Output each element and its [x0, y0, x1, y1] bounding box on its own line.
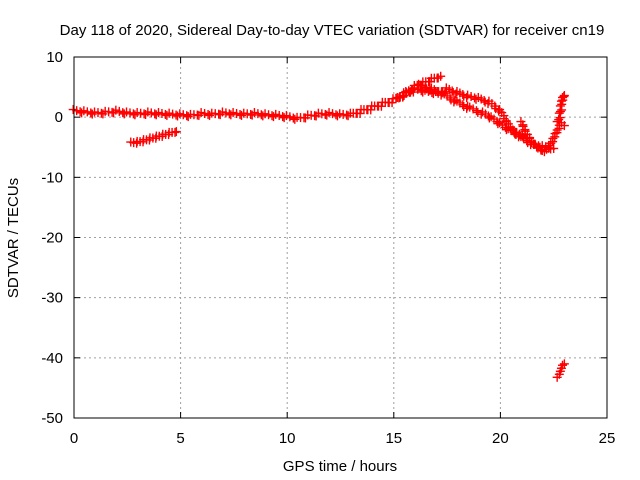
y-tick-label: -30 [41, 290, 63, 307]
x-tick-labels: 0 5 10 15 20 25 [70, 430, 616, 447]
x-axis-label: GPS time / hours [283, 458, 397, 475]
y-tick-label: 0 [55, 109, 63, 126]
y-tick-label: -20 [41, 230, 63, 247]
y-tick-labels: -50 -40 -30 -20 -10 0 10 [41, 49, 63, 427]
series-upper-branch [392, 71, 446, 103]
series-end-cluster [516, 117, 569, 157]
x-tick-label: 10 [279, 430, 296, 447]
x-tick-label: 0 [70, 430, 78, 447]
series-early-offset-segment [126, 127, 181, 148]
y-tick-label: -10 [41, 169, 63, 186]
x-tick-label: 15 [385, 430, 402, 447]
chart-title: Day 118 of 2020, Sidereal Day-to-day VTE… [60, 22, 605, 39]
x-tick-label: 25 [599, 430, 616, 447]
x-tick-label: 5 [176, 430, 184, 447]
data-points [68, 71, 569, 382]
x-tick-label: 20 [492, 430, 509, 447]
series-rising-tail [552, 91, 569, 127]
y-tick-label: 10 [46, 49, 63, 66]
y-tick-label: -50 [41, 410, 63, 427]
series-lower-branch [414, 79, 531, 143]
y-tick-label: -40 [41, 350, 63, 367]
plot-frame [73, 56, 608, 419]
y-axis-label: SDTVAR / TECUs [5, 178, 22, 298]
series-outlier-segment [552, 359, 569, 382]
